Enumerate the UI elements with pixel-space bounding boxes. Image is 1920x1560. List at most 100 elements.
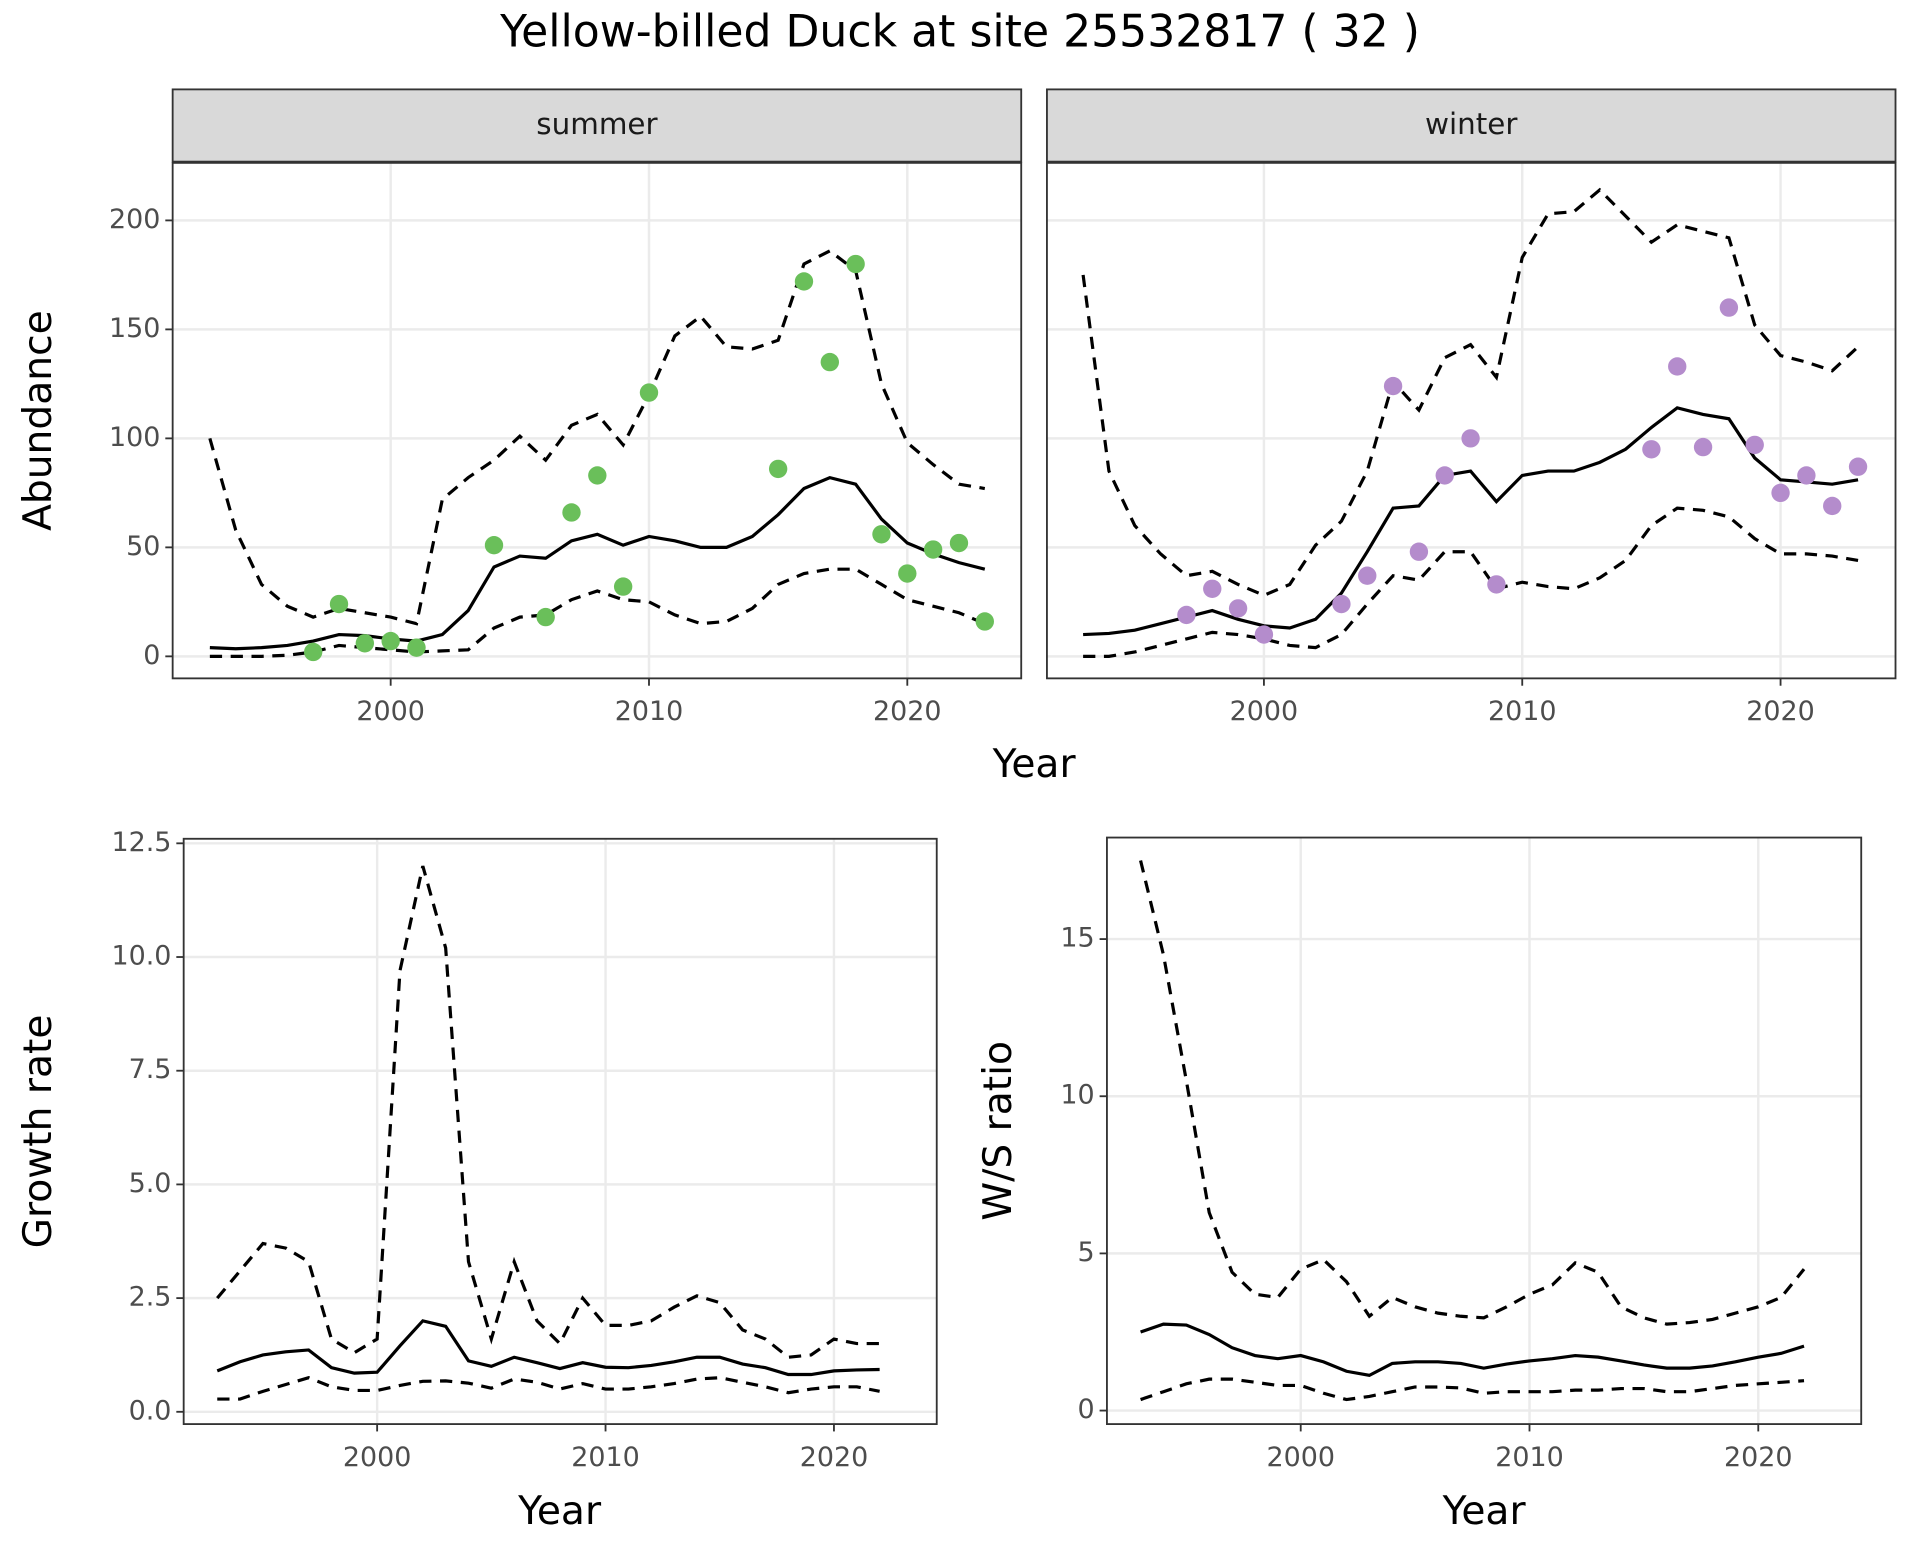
y-tick-label: 200	[109, 204, 160, 235]
line	[216, 1319, 880, 1377]
point	[923, 540, 943, 559]
point	[1745, 435, 1764, 455]
y-tick-label: 0.0	[129, 1395, 172, 1426]
point	[1719, 298, 1739, 317]
y-tick-label: 0	[143, 640, 160, 671]
point	[1797, 466, 1816, 485]
plot-area	[172, 162, 1022, 679]
y-tick-label: 10	[1060, 1080, 1094, 1111]
panel-border	[182, 837, 938, 1426]
line	[1140, 1377, 1805, 1402]
y-tick-label: 7.5	[129, 1054, 172, 1085]
figure-title: Yellow-billed Duck at site 25532817 ( 32…	[499, 6, 1420, 57]
panel-border	[171, 161, 1023, 680]
x-tick-label: 2010	[1495, 1442, 1564, 1473]
point	[355, 634, 375, 653]
x-axis-title: Year	[992, 742, 1077, 787]
y-axis-title: Abundance	[16, 310, 61, 531]
line	[1081, 187, 1860, 598]
facet-strip	[171, 88, 1023, 163]
panel: 2000 2010 2020 winter	[1046, 88, 1897, 727]
panel: 0.0 2.5 5.0 7.5 10.0 12.5 2000 2010 2020 Growth r…	[16, 827, 938, 1534]
point	[975, 612, 994, 631]
x-axis-title: Year	[1442, 1489, 1527, 1534]
y-tick-label: 12.5	[111, 827, 171, 858]
x-tick-label: 2000	[343, 1442, 412, 1473]
x-tick-label: 2020	[873, 696, 942, 727]
point	[1848, 457, 1868, 476]
x-tick-label: 2000	[1230, 696, 1299, 727]
point	[381, 631, 400, 651]
point	[898, 564, 917, 583]
point	[1409, 542, 1429, 561]
point	[1358, 566, 1377, 585]
y-tick-label: 10.0	[111, 941, 171, 972]
point	[846, 254, 865, 274]
plot-area	[1106, 837, 1862, 1425]
point	[613, 577, 633, 596]
point	[1332, 594, 1351, 614]
panel: 0 5 10 15 2000 2010 2020 W/S ratio Year	[976, 836, 1863, 1534]
y-axis-title: Growth rate	[16, 1015, 61, 1249]
facet-label: winter	[1425, 107, 1518, 141]
point	[329, 594, 349, 614]
point	[1461, 429, 1480, 448]
point	[407, 638, 426, 657]
y-axis-title: W/S ratio	[976, 1041, 1021, 1221]
point	[1228, 599, 1248, 618]
line	[1083, 506, 1859, 658]
x-tick-label: 2010	[571, 1442, 640, 1473]
point	[1177, 605, 1196, 625]
point	[1254, 625, 1274, 644]
line	[1083, 406, 1859, 637]
line	[1140, 1322, 1805, 1378]
point	[872, 525, 891, 544]
point	[639, 383, 659, 402]
y-tick-label: 15	[1060, 923, 1094, 954]
panel-border	[1106, 836, 1863, 1425]
point	[1668, 357, 1687, 376]
y-tick-label: 5.0	[129, 1168, 172, 1199]
point	[1823, 496, 1842, 516]
point	[820, 352, 839, 372]
line	[216, 865, 880, 1359]
point	[588, 466, 607, 485]
x-axis-title: Year	[517, 1489, 602, 1534]
line	[1139, 860, 1806, 1326]
plot-area	[183, 838, 937, 1425]
point	[1771, 483, 1790, 503]
point	[768, 459, 788, 479]
line	[209, 567, 986, 658]
point	[1642, 440, 1661, 459]
facet-strip	[1046, 88, 1897, 163]
y-tick-label: 0	[1078, 1394, 1095, 1425]
point	[949, 533, 969, 553]
y-tick-label: 100	[109, 422, 160, 453]
line	[217, 1376, 880, 1401]
point	[1693, 437, 1713, 457]
facet-label: summer	[536, 107, 658, 141]
point	[562, 503, 581, 522]
x-tick-label: 2010	[615, 696, 684, 727]
point	[484, 536, 504, 555]
y-tick-label: 2.5	[129, 1282, 172, 1313]
x-tick-label: 2000	[1266, 1442, 1335, 1473]
plot-area	[1046, 162, 1896, 679]
point	[794, 272, 814, 291]
point	[303, 642, 323, 662]
point	[1435, 466, 1454, 485]
y-tick-label: 5	[1078, 1237, 1095, 1268]
x-tick-label: 2020	[1724, 1442, 1793, 1473]
panel-border	[1046, 161, 1897, 680]
line	[209, 475, 986, 651]
y-tick-label: 50	[126, 531, 160, 562]
x-tick-label: 2020	[1746, 696, 1815, 727]
point	[536, 607, 555, 627]
x-tick-label: 2010	[1488, 696, 1557, 727]
point	[1383, 376, 1403, 396]
point	[1487, 575, 1506, 594]
panel: 0 50 100 150 200 2000 2010 2020 summer Abundance Y…	[16, 88, 1077, 787]
y-tick-label: 150	[109, 313, 160, 344]
